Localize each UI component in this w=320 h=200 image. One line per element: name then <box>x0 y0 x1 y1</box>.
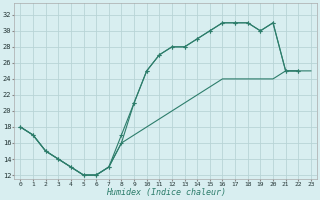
X-axis label: Humidex (Indice chaleur): Humidex (Indice chaleur) <box>106 188 226 197</box>
